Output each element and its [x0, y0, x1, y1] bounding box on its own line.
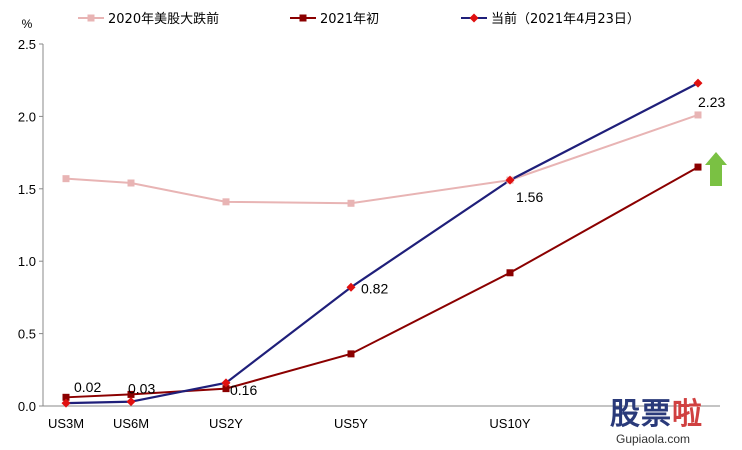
series-3-point: [61, 398, 71, 408]
legend-label-1: 2020年美股大跌前: [108, 11, 219, 27]
x-tick-label: US3M: [48, 416, 84, 431]
legend-marker-1: [87, 14, 95, 22]
data-label: 0.03: [128, 381, 155, 397]
series-3-point: [126, 397, 136, 407]
series-2-point: [347, 350, 355, 358]
legend-label-3: 当前（2021年4月23日）: [491, 11, 640, 27]
watermark-url: Gupiaola.com: [616, 432, 691, 446]
series-3-point: [221, 378, 231, 388]
series-3-point: [505, 175, 515, 185]
series-line-1: [65, 114, 699, 205]
series-markers: [61, 78, 703, 408]
series-2-point: [506, 269, 514, 277]
series-3-point: [693, 78, 703, 88]
legend-marker-3: [469, 13, 479, 23]
series-lines: [65, 82, 699, 405]
series-line-2: [65, 166, 699, 399]
series-1-point: [127, 179, 135, 187]
series-1-point: [222, 198, 230, 206]
series-2-point: [694, 163, 702, 171]
data-labels: 0.02 0.03 0.16 0.82 1.56 2.23: [74, 94, 725, 398]
series-2-point: [127, 390, 135, 398]
data-label: 0.02: [74, 379, 101, 395]
legend: 2020年美股大跌前 2021年初 当前（2021年4月23日）: [78, 11, 640, 27]
legend-marker-2: [299, 14, 307, 22]
legend-label-2: 2021年初: [320, 12, 379, 27]
data-label: 0.82: [361, 280, 388, 296]
y-tick-label: 2.5: [18, 37, 36, 52]
data-label: 2.23: [698, 94, 725, 110]
annotation: [705, 152, 727, 186]
series-3-point: [346, 282, 356, 292]
series-1-point: [62, 175, 70, 183]
x-tick-label: US6M: [113, 416, 149, 431]
series-1-point: [694, 111, 702, 119]
data-label: 1.56: [516, 189, 543, 205]
y-tick-label: 1.5: [18, 182, 36, 197]
y-tick-label: 0.0: [18, 399, 36, 414]
data-label: 0.16: [230, 382, 257, 398]
watermark-logo: 股票啦 Gupiaola.com: [610, 397, 736, 447]
axes: 0.0 0.5 1.0 1.5 2.0 2.5% US3M US6M US2Y US5Y US10Y: [18, 17, 720, 431]
up-arrow-icon: [705, 152, 727, 186]
y-tick-label: 1.0: [18, 254, 36, 269]
series-1-point: [347, 199, 355, 207]
series-line-3: [65, 82, 699, 405]
watermark-text: 股票啦: [610, 397, 703, 432]
x-tick-label: US2Y: [209, 416, 243, 431]
series-2-point: [62, 393, 70, 401]
y-axis-unit-label: %: [22, 17, 33, 31]
y-tick-label: 2.0: [18, 109, 36, 124]
series-2-point: [222, 385, 230, 393]
x-tick-label: US5Y: [334, 416, 368, 431]
x-tick-label: US10Y: [489, 416, 531, 431]
y-tick-label: 0.5: [18, 327, 36, 342]
